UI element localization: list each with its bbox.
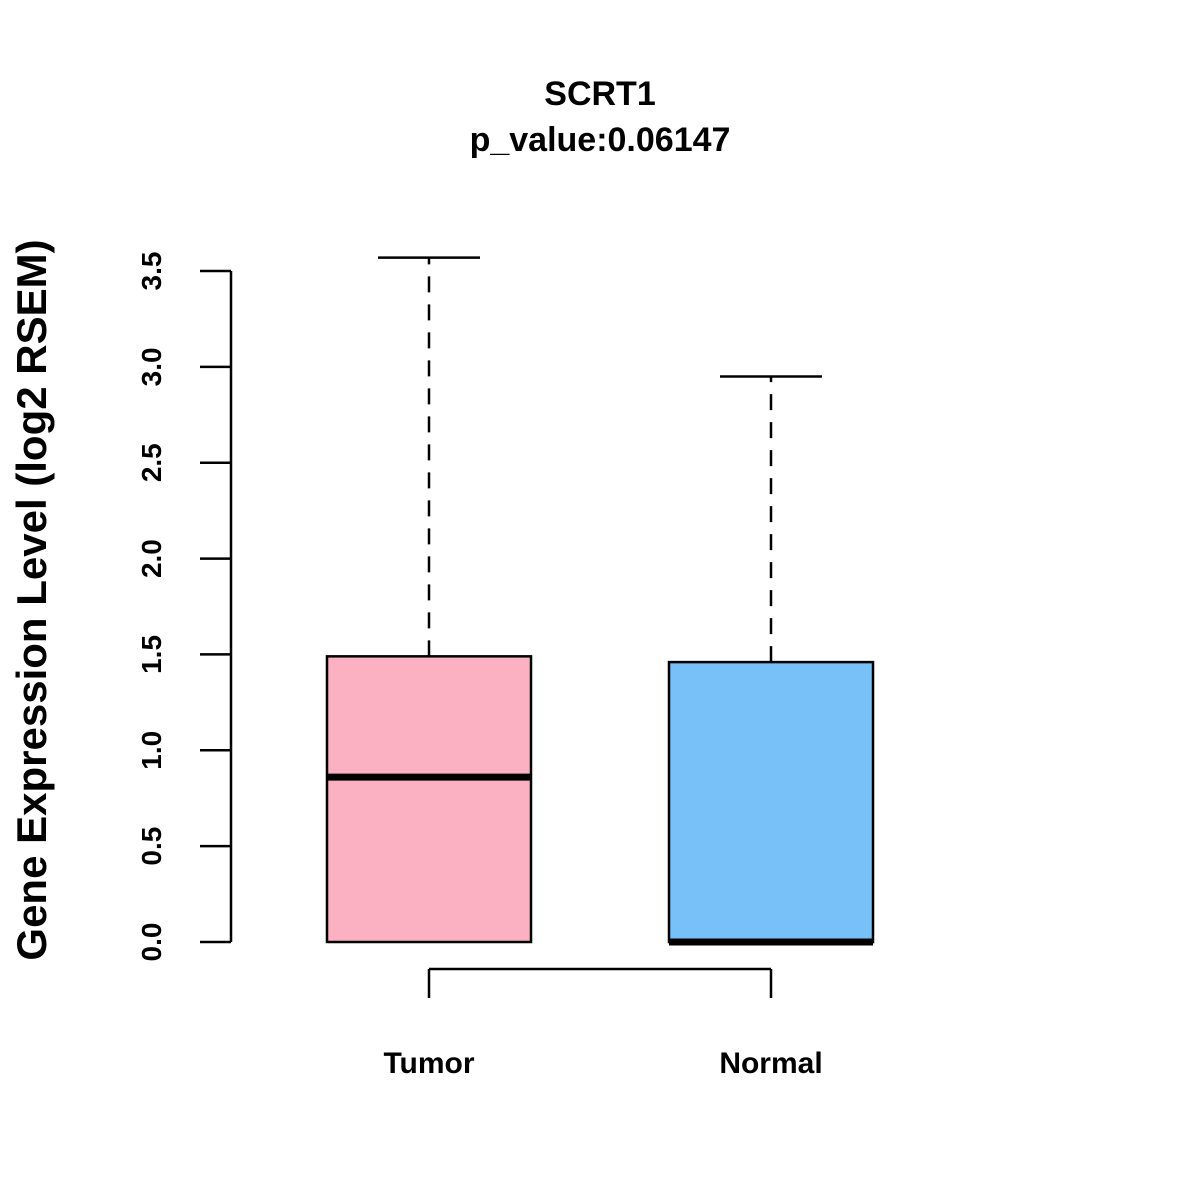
box-normal [667, 375, 875, 946]
y-tick-label: 3.5 [136, 252, 167, 291]
boxes [325, 256, 875, 946]
y-tick-label: 1.0 [136, 731, 167, 770]
y-axis-label: Gene Expression Level (log2 RSEM) [8, 239, 55, 960]
chart-subtitle: p_value:0.06147 [470, 121, 731, 159]
y-tick-label: 2.0 [136, 539, 167, 578]
chart-title: SCRT1 [544, 75, 655, 113]
y-tick-label: 0.0 [136, 923, 167, 962]
y-tick-label: 3.0 [136, 347, 167, 386]
box-tumor [325, 256, 533, 944]
category-labels: Tumor Normal [383, 1047, 822, 1080]
category-label: Tumor [383, 1047, 474, 1080]
y-tick-label: 2.5 [136, 443, 167, 482]
box-body [667, 660, 875, 944]
y-tick-label: 0.5 [136, 827, 167, 866]
y-axis: 0.0 0.5 1.0 1.5 2.0 2.5 3.0 3.5 [136, 252, 233, 962]
category-label: Normal [719, 1047, 822, 1080]
y-tick-label: 1.5 [136, 635, 167, 674]
box-body [325, 655, 533, 944]
comparison-bracket [427, 967, 773, 998]
